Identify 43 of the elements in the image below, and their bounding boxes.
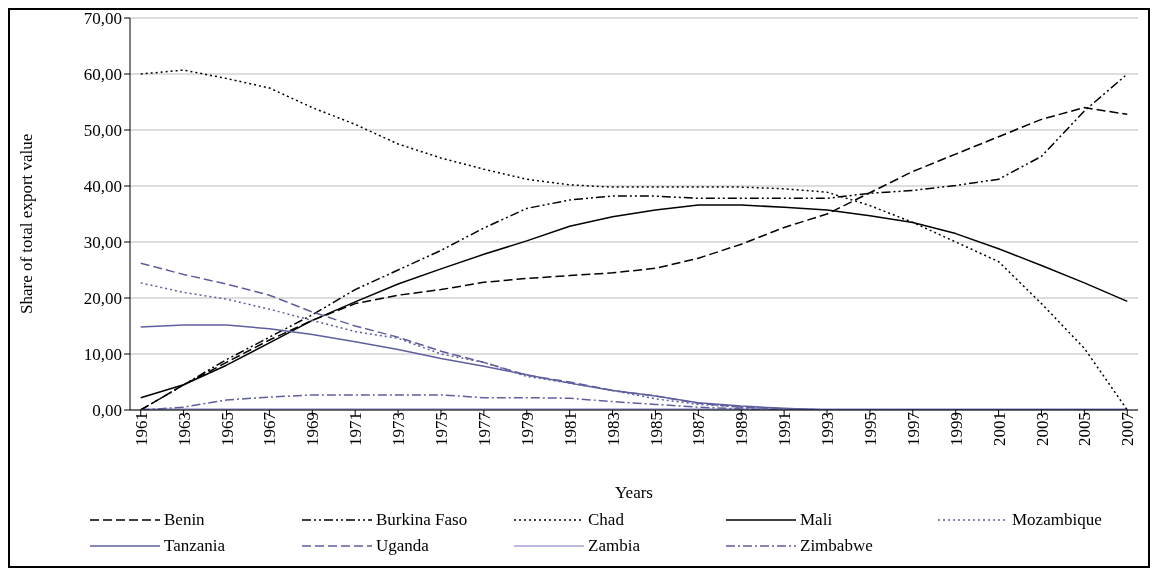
legend-label: Zimbabwe xyxy=(800,536,873,556)
x-tick-label: 1991 xyxy=(775,412,795,446)
x-tick-label: 2003 xyxy=(1032,412,1052,446)
x-tick-label: 1997 xyxy=(903,411,923,446)
legend-label: Chad xyxy=(588,510,624,530)
y-tick-label: 10,00 xyxy=(83,345,122,365)
legend-label: Mozambique xyxy=(1012,510,1102,530)
x-axis-title: Years xyxy=(615,483,653,502)
x-tick-label: 1963 xyxy=(174,412,194,446)
x-tick-label: 1969 xyxy=(303,412,323,446)
legend-label: Tanzania xyxy=(164,536,226,556)
x-tick-label: 1977 xyxy=(474,411,494,446)
legend-label: Mali xyxy=(800,510,833,530)
x-tick-label: 1995 xyxy=(860,412,880,446)
x-tick-label: 1961 xyxy=(131,412,151,446)
y-tick-label: 20,00 xyxy=(83,289,122,309)
x-tick-label: 1971 xyxy=(346,412,366,446)
x-tick-label: 1989 xyxy=(732,412,752,446)
legend-label: Benin xyxy=(164,510,205,530)
y-tick-label: 30,00 xyxy=(83,233,122,253)
x-tick-label: 1967 xyxy=(260,411,280,446)
x-tick-label: 1987 xyxy=(689,411,709,446)
y-tick-label: 70,00 xyxy=(83,9,122,29)
y-tick-label: 50,00 xyxy=(83,121,122,141)
legend-label: Zambia xyxy=(588,536,640,556)
x-tick-label: 2001 xyxy=(989,412,1009,446)
legend-label: Uganda xyxy=(376,536,429,556)
x-tick-label: 2007 xyxy=(1118,411,1138,446)
x-tick-label: 1979 xyxy=(517,412,537,446)
y-tick-label: 0,00 xyxy=(92,401,122,421)
x-tick-label: 1999 xyxy=(946,412,966,446)
x-tick-label: 1983 xyxy=(603,412,623,446)
legend-label: Burkina Faso xyxy=(376,510,468,530)
x-tick-label: 1973 xyxy=(389,412,409,446)
y-axis-title: Share of total export value xyxy=(17,133,37,314)
x-tick-label: 1993 xyxy=(818,412,838,446)
y-tick-label: 60,00 xyxy=(83,65,122,85)
x-tick-label: 2005 xyxy=(1075,412,1095,446)
x-tick-label: 1981 xyxy=(560,412,580,446)
x-tick-label: 1975 xyxy=(432,412,452,446)
y-tick-label: 40,00 xyxy=(83,177,122,197)
x-tick-label: 1985 xyxy=(646,412,666,446)
x-tick-label: 1965 xyxy=(217,412,237,446)
